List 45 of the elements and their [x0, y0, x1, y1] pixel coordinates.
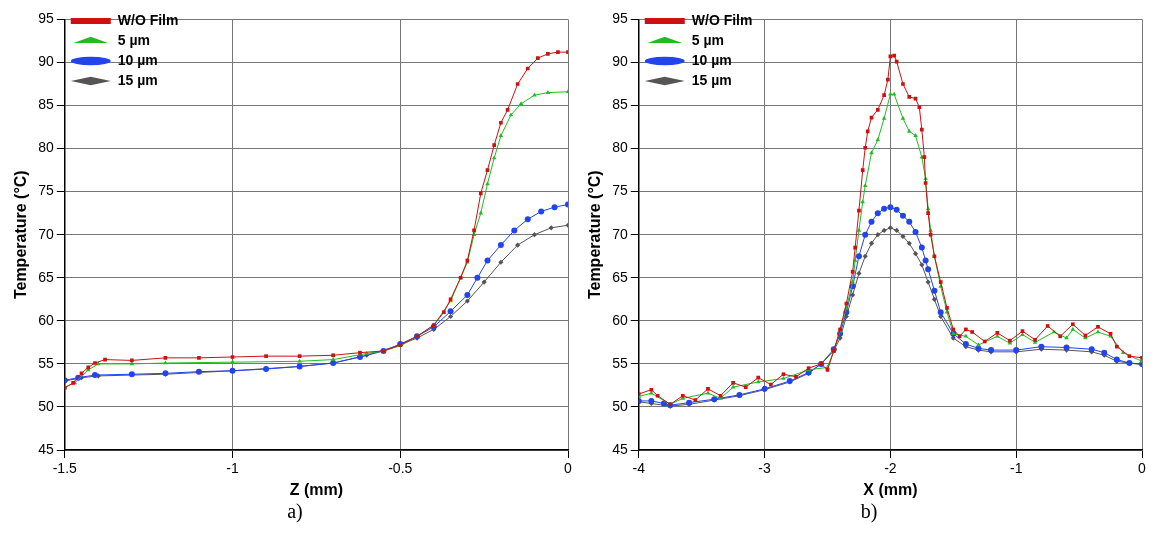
- x-tick-label: 0: [564, 460, 573, 477]
- y-tick-label: 95: [612, 10, 628, 27]
- y-tick-label: 75: [612, 182, 628, 199]
- y-tick-label: 90: [38, 53, 54, 70]
- legend-label: 10 µm: [691, 51, 732, 68]
- y-tick-label: 85: [612, 96, 628, 113]
- x-tick-label: -2: [884, 460, 897, 477]
- y-tick-label: 95: [38, 10, 54, 27]
- legend-label: 15 µm: [117, 71, 158, 88]
- legend-label: W/O Film: [117, 11, 179, 28]
- y-tick-label: 80: [38, 139, 54, 156]
- y-axis-title: Temperature (°C): [586, 170, 604, 300]
- x-tick-label: -3: [758, 460, 772, 477]
- y-tick-label: 65: [38, 268, 54, 285]
- y-tick-label: 60: [38, 311, 54, 328]
- x-axis-title: X (mm): [863, 480, 918, 498]
- x-tick-label: -1: [226, 460, 239, 477]
- y-tick-label: 65: [612, 268, 628, 285]
- y-tick-label: 90: [612, 53, 628, 70]
- y-tick-label: 50: [612, 397, 628, 414]
- legend-label: 5 µm: [691, 31, 724, 48]
- x-axis-title: Z (mm): [289, 480, 344, 498]
- y-tick-label: 85: [38, 96, 54, 113]
- y-tick-label: 70: [612, 225, 628, 242]
- legend-label: W/O Film: [691, 11, 753, 28]
- x-tick-label: -4: [632, 460, 646, 477]
- x-tick-label: -0.5: [388, 460, 413, 477]
- x-tick-label: 0: [1138, 460, 1147, 477]
- y-tick-label: 75: [38, 182, 54, 199]
- legend-label: 10 µm: [117, 51, 158, 68]
- x-tick-label: -1.5: [52, 460, 78, 477]
- y-tick-label: 50: [38, 397, 54, 414]
- y-axis-title: Temperature (°C): [12, 170, 30, 300]
- legend-label: 15 µm: [691, 71, 732, 88]
- y-tick-label: 60: [612, 311, 628, 328]
- text: b): [859, 500, 879, 523]
- y-tick-label: 45: [38, 440, 54, 457]
- text: a): [286, 500, 304, 523]
- y-tick-label: 55: [38, 354, 54, 371]
- y-tick-label: 45: [612, 440, 628, 457]
- legend-label: 5 µm: [117, 31, 150, 48]
- x-tick-label: -1: [1009, 460, 1023, 477]
- y-tick-label: 70: [38, 225, 54, 242]
- y-tick-label: 55: [612, 354, 628, 371]
- y-tick-label: 80: [612, 139, 628, 156]
